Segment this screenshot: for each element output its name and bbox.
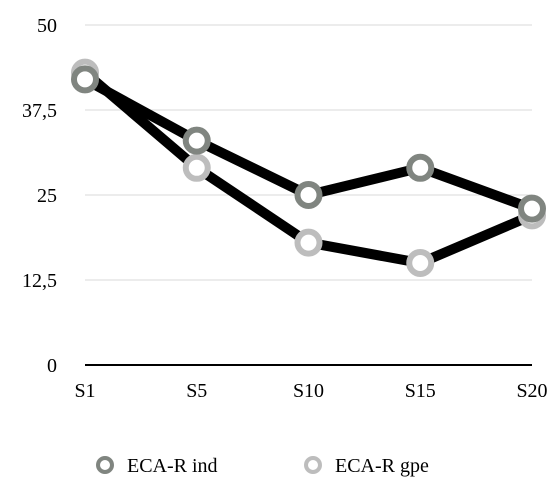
x-tick-label: S10 bbox=[293, 380, 324, 402]
data-point-marker bbox=[294, 228, 323, 257]
legend-marker bbox=[96, 456, 114, 474]
x-tick-label: S20 bbox=[516, 380, 547, 402]
data-point-marker bbox=[406, 249, 435, 277]
x-tick-label: S5 bbox=[186, 380, 207, 402]
y-tick-label: 0 bbox=[47, 355, 57, 377]
legend-label: ECA-R ind bbox=[127, 455, 218, 477]
series-markers bbox=[71, 58, 546, 277]
x-tick-label: S1 bbox=[74, 380, 95, 402]
x-tick-label: S15 bbox=[405, 380, 436, 402]
legend-label: ECA-R gpe bbox=[335, 455, 429, 477]
data-point-marker bbox=[182, 126, 211, 155]
y-tick-label: 12,5 bbox=[22, 270, 57, 292]
legend: ECA-R ind ECA-R gpe bbox=[96, 455, 429, 477]
gridlines bbox=[85, 24, 532, 281]
legend-marker bbox=[304, 456, 322, 474]
x-axis-tick-labels: S1 S5 S10 S15 S20 bbox=[74, 380, 547, 402]
data-point-marker bbox=[182, 153, 211, 182]
y-tick-label: 37,5 bbox=[22, 100, 57, 122]
y-tick-label: 50 bbox=[37, 15, 57, 37]
y-axis-tick-labels: 0 12,5 25 37,5 50 bbox=[22, 15, 57, 377]
y-tick-label: 25 bbox=[37, 185, 57, 207]
data-point-marker bbox=[71, 65, 99, 94]
data-point-marker bbox=[406, 153, 435, 182]
data-point-marker bbox=[294, 181, 323, 209]
data-point-marker bbox=[518, 194, 546, 223]
